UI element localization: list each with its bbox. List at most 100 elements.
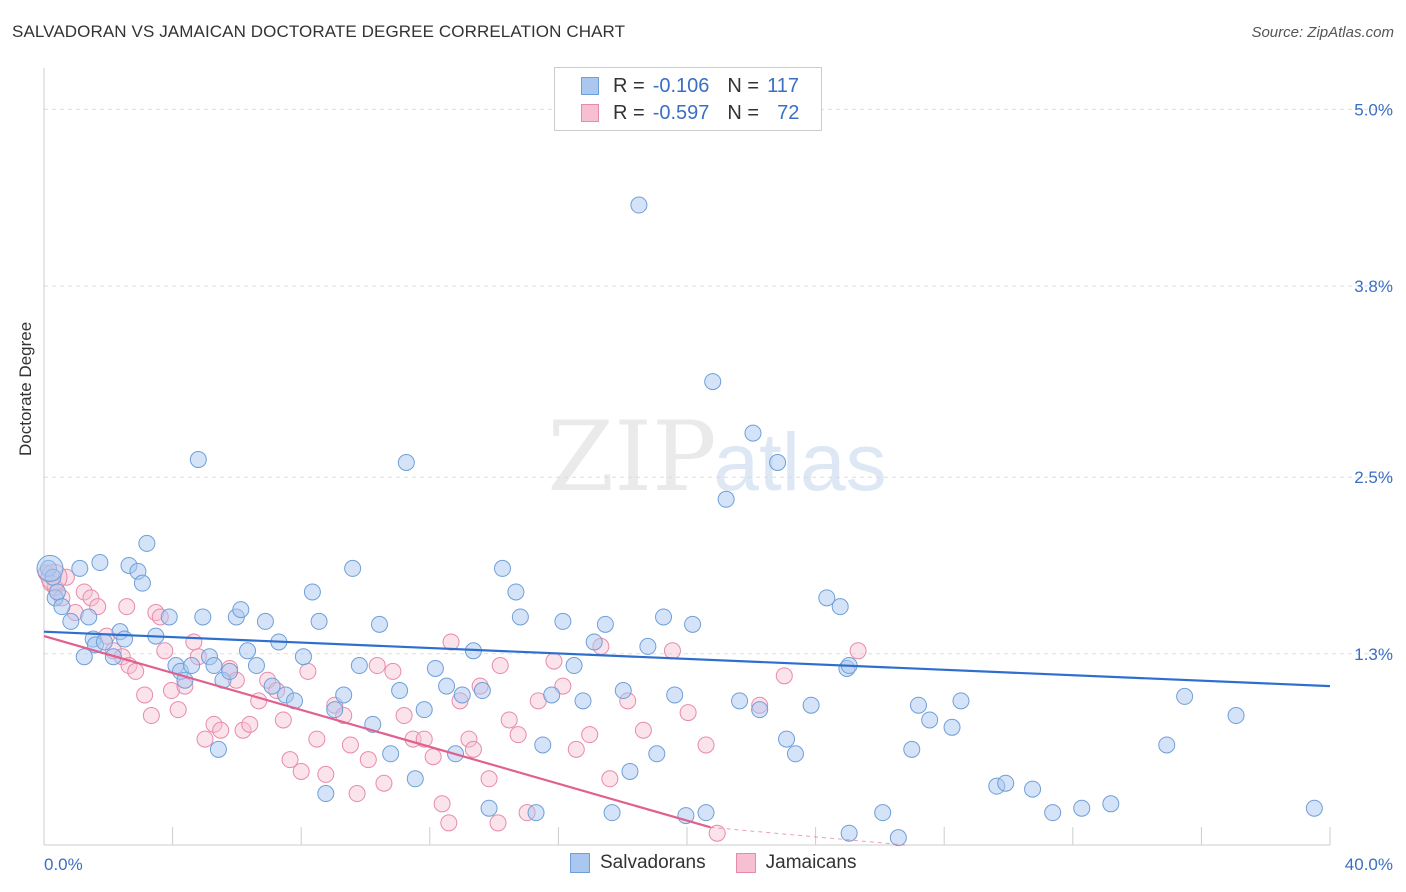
watermark: ZIP atlas: [547, 401, 886, 513]
jamaicans-point: [395, 707, 413, 725]
salvadorans-point: [350, 657, 368, 675]
salvadorans-point: [326, 701, 344, 719]
jamaicans-point: [679, 704, 697, 722]
salvadorans-point: [769, 454, 787, 471]
legend-n-value: 72: [777, 101, 800, 124]
salvadorans-point: [209, 740, 227, 758]
legend-item-salvadorans[interactable]: Salvadorans: [570, 852, 706, 874]
salvadorans-point: [818, 589, 836, 607]
salvadorans-point: [697, 804, 715, 822]
salvadorans-point: [534, 736, 552, 754]
salvadorans-point: [53, 598, 71, 616]
salvadorans-point: [91, 554, 109, 572]
legend-n-label: N =: [727, 101, 760, 124]
chart-title: SALVADORAN VS JAMAICAN DOCTORATE DEGREE …: [12, 22, 626, 41]
salvadorans-point: [655, 608, 673, 626]
salvadorans-point: [239, 642, 257, 660]
salvadorans-point: [565, 657, 583, 675]
jamaicans-point: [162, 682, 180, 700]
jamaicans-point: [212, 721, 230, 739]
salvadorans-point: [630, 196, 648, 214]
salvadorans-point: [247, 657, 265, 675]
salvadorans-point: [335, 686, 353, 704]
salvadorans-point: [62, 612, 80, 630]
salvadorans-point: [344, 559, 362, 577]
salvadorans-point: [1176, 687, 1194, 705]
jamaicans-point: [368, 657, 386, 675]
jamaicans-point: [601, 770, 619, 788]
legend-r-value: -0.106: [652, 74, 710, 97]
legend-swatch-blue: [581, 77, 599, 95]
x-tick-label: 0.0%: [44, 855, 83, 874]
salvadorans-point: [263, 677, 281, 695]
salvadorans-point: [903, 740, 921, 758]
legend-item-jamaicans[interactable]: Jamaicans: [735, 852, 857, 874]
jamaicans-point: [292, 762, 310, 780]
salvadorans-point: [786, 745, 804, 763]
salvadorans-points: [36, 196, 1323, 847]
salvadorans-point: [527, 804, 545, 822]
salvadorans-point: [574, 692, 592, 710]
salvadorans-point: [684, 615, 702, 633]
salvadorans-point: [294, 648, 312, 666]
jamaicans-point: [567, 740, 585, 758]
jamaicans-point: [196, 730, 214, 748]
salvadorans-point: [1305, 799, 1323, 817]
salvadorans-point: [370, 615, 388, 633]
x-tick-label: 40.0%: [1345, 855, 1393, 874]
axes: [43, 68, 1331, 846]
jamaicans-point: [464, 740, 482, 758]
salvadorans-point: [415, 701, 433, 719]
salvadorans-point: [194, 608, 212, 626]
jamaicans-point: [384, 662, 402, 680]
salvadorans-point: [639, 637, 657, 655]
legend-n-value: 117: [767, 74, 799, 97]
salvadorans-point: [232, 601, 250, 619]
salvadorans-point: [921, 711, 939, 729]
jamaicans-point: [581, 726, 599, 744]
salvadorans-trend-line: [43, 630, 1331, 688]
salvadorans-point: [507, 583, 525, 601]
salvadorans-point: [221, 662, 239, 680]
jamaicans-point: [509, 726, 527, 744]
jamaicans-point: [554, 677, 572, 695]
salvadorans-point: [48, 583, 66, 601]
jamaicans-point: [489, 814, 507, 832]
legend-swatch-pink: [581, 104, 599, 122]
jamaicans-label: Jamaicans: [765, 852, 857, 873]
salvadorans-point: [511, 608, 529, 626]
salvadorans-point: [303, 583, 321, 601]
salvadorans-point: [1044, 804, 1062, 822]
legend-r-value: -0.597: [652, 101, 710, 124]
jamaicans-point: [118, 598, 136, 616]
jamaicans-swatch: [735, 853, 756, 873]
salvadorans-point: [397, 454, 415, 471]
source-label: Source: ZipAtlas.com: [1251, 24, 1394, 41]
salvadorans-point: [596, 615, 614, 633]
correlation-legend: R = -0.106 N = 117 R = -0.597 N = 72: [554, 67, 822, 131]
legend-r-label: R =: [613, 101, 645, 124]
jamaicans-point: [460, 730, 478, 748]
salvadorans-point: [614, 682, 632, 700]
jamaicans-trend-extension: [710, 826, 906, 846]
salvadorans-point: [493, 559, 511, 577]
jamaicans-trend-line: [43, 635, 711, 829]
salvadorans-point: [802, 696, 820, 714]
jamaicans-point: [241, 715, 259, 733]
salvadorans-point: [205, 657, 223, 675]
jamaicans-point: [433, 795, 451, 813]
y-tick-label: 1.3%: [1354, 645, 1393, 664]
salvadorans-point: [80, 608, 98, 626]
jamaicans-point: [82, 589, 100, 607]
jamaicans-point: [634, 721, 652, 739]
jamaicans-point: [156, 642, 174, 660]
salvadorans-point: [1073, 799, 1091, 817]
salvadorans-point: [621, 762, 639, 780]
series-legend: Salvadorans Jamaicans: [570, 852, 886, 874]
jamaicans-point: [375, 774, 393, 792]
salvadorans-point: [95, 633, 113, 651]
tick-labels: 1.3% 2.5% 3.8% 5.0% 0.0% 40.0%: [44, 100, 1393, 874]
salvadorans-point: [1102, 795, 1120, 813]
jamaicans-point: [424, 748, 442, 766]
